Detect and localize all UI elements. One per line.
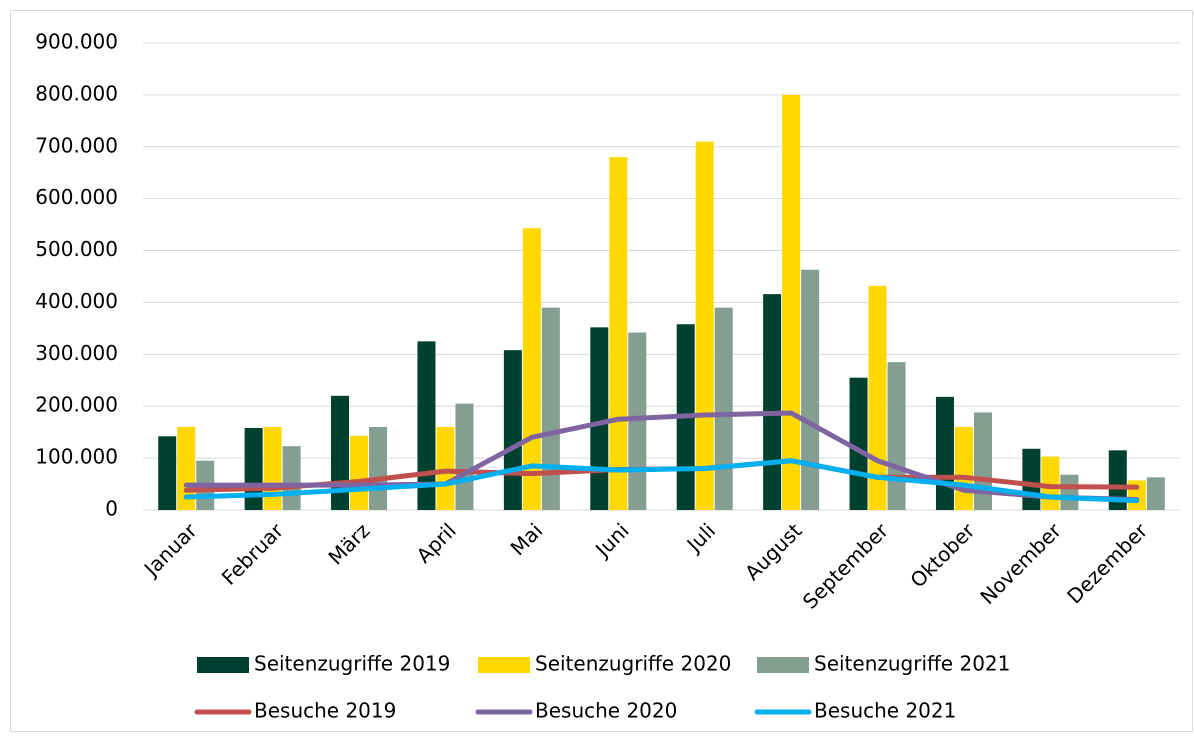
bar — [954, 426, 973, 510]
y-tick-label: 100.000 — [35, 445, 118, 469]
legend-label: Besuche 2020 — [535, 699, 677, 723]
y-tick-label: 300.000 — [35, 341, 118, 365]
bar — [868, 285, 887, 510]
y-tick-label: 400.000 — [35, 289, 118, 313]
bar — [350, 435, 369, 510]
bar — [609, 157, 628, 510]
bar — [1108, 450, 1127, 510]
bar — [158, 436, 177, 510]
y-tick-label: 800.000 — [35, 81, 118, 105]
legend-label: Seitenzugriffe 2020 — [535, 652, 731, 676]
line — [183, 458, 1140, 504]
bar — [1146, 477, 1165, 510]
bar — [1060, 474, 1079, 510]
bar — [436, 426, 455, 510]
bar — [695, 141, 714, 511]
y-tick-label: 0 — [105, 497, 118, 521]
bar — [455, 403, 474, 510]
bar — [541, 307, 560, 510]
legend-label: Besuche 2019 — [254, 699, 396, 723]
line — [183, 410, 1140, 503]
bar — [763, 294, 782, 510]
bar — [849, 377, 868, 510]
bar — [628, 332, 647, 510]
legend-label: Seitenzugriffe 2021 — [814, 652, 1010, 676]
bar — [282, 446, 301, 510]
bar — [973, 412, 992, 510]
legend-label: Besuche 2021 — [814, 699, 956, 723]
bar — [1041, 456, 1060, 510]
y-tick-label: 200.000 — [35, 393, 118, 417]
bar — [503, 350, 522, 510]
bar — [935, 396, 954, 510]
y-tick-label: 900.000 — [35, 30, 118, 54]
bar — [369, 426, 388, 510]
bar — [1022, 448, 1041, 510]
bar — [244, 428, 263, 510]
legend-label: Seitenzugriffe 2019 — [254, 652, 450, 676]
y-tick-label: 700.000 — [35, 133, 118, 157]
y-tick-label: 500.000 — [35, 237, 118, 261]
bar — [263, 426, 282, 510]
legend-swatch — [478, 657, 530, 673]
bar — [714, 307, 733, 510]
legend-swatch — [197, 657, 249, 673]
bar — [782, 94, 801, 510]
y-tick-label: 600.000 — [35, 185, 118, 209]
bar — [887, 362, 906, 510]
legend-swatch — [757, 657, 809, 673]
bar — [590, 327, 609, 510]
bar — [801, 269, 820, 510]
bar — [417, 341, 436, 510]
